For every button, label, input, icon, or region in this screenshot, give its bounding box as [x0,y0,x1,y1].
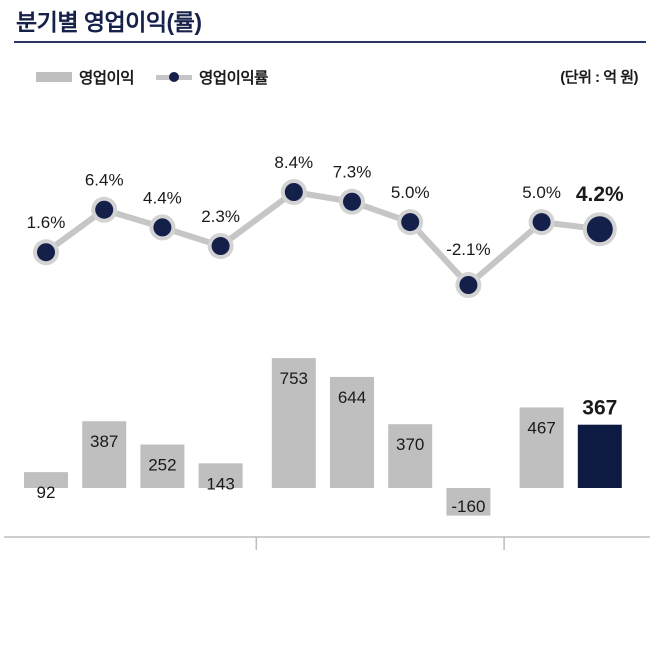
rate-marker-7 [459,276,478,294]
rate-marker-4 [284,183,303,201]
legend-bar-swatch-icon [36,72,72,82]
bar-4Q-3 [198,463,243,488]
rate-label-2: 4.4% [143,188,182,207]
legend-line-marker-icon [156,71,193,83]
line-marker-layer [33,179,617,298]
legend-bar-label: 영업이익 [79,70,135,87]
data-label-layer: 92 387 252 143 753 644 370 -160 467 367 1.6% 6.4% 4.… [27,153,624,516]
category-axis-layer: 1Q2Q3Q4Q1Q2Q3Q4Q1Q2Q202020212022 [4,536,650,550]
rate-marker-8 [532,213,551,232]
bar-1Q-8 [519,407,564,488]
bar-value-label-6: 370 [396,435,424,454]
bar-series-layer [24,358,622,516]
legend-line-label: 영업이익률 [199,70,268,87]
page-title: 분기별 영업이익(률) [16,9,202,35]
bar-value-label-2: 252 [148,456,176,475]
rate-marker-6 [401,213,420,232]
unit-note: (단위 : 억 원) [560,69,638,86]
chart-header: 분기별 영업이익(률) [14,8,646,43]
bar-value-label-9: 367 [582,397,617,420]
rate-line [43,189,603,288]
bar-value-label-0: 92 [37,483,56,502]
bar-3Q-2 [140,444,185,488]
bar-1Q-0 [24,472,68,488]
rate-label-7: -2.1% [446,240,490,259]
rate-label-5: 7.3% [333,163,372,182]
legend-item-line: 영업이익률 [156,66,268,88]
bar-value-label-8: 467 [527,418,555,437]
title-underline [14,40,646,43]
bar-value-label-4: 753 [280,369,308,388]
bar-1Q-4 [271,358,316,488]
chart-plot-area: 92 387 252 143 753 644 370 -160 467 367 1.6% 6.4% 4.… [0,110,660,550]
bar-2Q-1 [82,421,127,488]
rate-label-1: 6.4% [85,171,124,190]
rate-label-0: 1.6% [27,213,66,232]
bar-value-label-5: 644 [338,388,366,407]
rate-marker-0 [37,243,55,262]
bar-2Q-9 [577,424,622,488]
rate-marker-1 [95,200,114,219]
line-series-layer [43,189,603,288]
bar-value-label-1: 387 [90,432,118,451]
rate-label-4: 8.4% [274,153,313,172]
chart-legend: 영업이익 영업이익률 [36,66,268,88]
rate-marker-9 [586,216,613,243]
bar-value-label-7: -160 [451,497,485,516]
bar-3Q-6 [388,424,433,488]
rate-marker-3 [211,237,230,256]
rate-label-6: 5.0% [391,183,430,202]
bar-4Q-7 [446,488,491,516]
legend-item-bar: 영업이익 [36,66,135,88]
bar-value-label-3: 143 [206,474,234,493]
chart-svg: 92 387 252 143 753 644 370 -160 467 367 1.6% 6.4% 4.… [4,153,650,550]
rate-label-8: 5.0% [522,183,561,202]
bar-2Q-5 [330,376,374,488]
rate-label-3: 2.3% [201,207,240,226]
rate-label-9: 4.2% [576,183,624,206]
rate-marker-2 [153,218,172,237]
rate-marker-5 [343,192,361,211]
